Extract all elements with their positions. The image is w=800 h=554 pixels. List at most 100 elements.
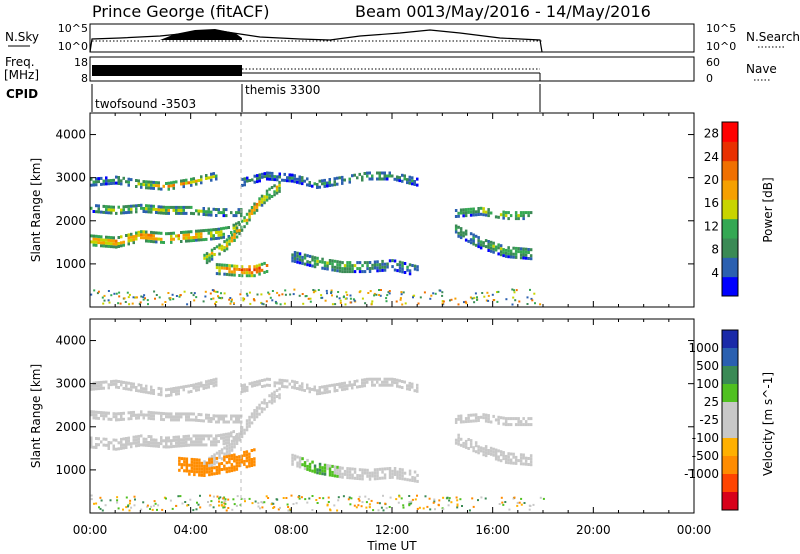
power-echo-cell xyxy=(303,253,307,257)
time-axis-title: Time UT xyxy=(366,539,417,553)
power-echo-cell xyxy=(368,261,372,264)
velocity-echo-cell xyxy=(313,464,317,468)
power-echo-cell xyxy=(522,253,525,257)
power-echo-cell xyxy=(203,256,206,260)
power-echo-cell xyxy=(218,246,221,250)
velocity-echo-cell xyxy=(147,441,150,444)
velocity-colorbar-tick: -25 xyxy=(699,413,719,427)
velocity-echo-cell xyxy=(467,416,470,420)
velocity-echo-cell xyxy=(232,414,235,418)
power-echo-cell xyxy=(197,235,200,239)
velocity-echo-cell xyxy=(225,447,229,451)
velocity-echo-cell xyxy=(248,421,251,425)
velocity-speckle-cell xyxy=(306,501,309,504)
velocity-colorbar-segment xyxy=(722,384,738,403)
velocity-echo-cell xyxy=(195,434,198,438)
velocity-echo-cell xyxy=(100,414,103,418)
velocity-speckle-cell xyxy=(197,503,200,506)
power-echo-marks xyxy=(90,113,542,307)
power-speckle-cell xyxy=(239,293,242,296)
velocity-echo-cell xyxy=(484,419,488,423)
power-speckle-cell xyxy=(483,295,486,298)
velocity-speckle-cell xyxy=(471,497,474,500)
power-echo-cell xyxy=(529,254,533,258)
velocity-echo-cell xyxy=(112,447,115,451)
velocity-echo-cell xyxy=(227,441,230,445)
velocity-echo-band xyxy=(203,387,281,470)
velocity-echo-cell xyxy=(92,416,95,420)
velocity-speckle-cell xyxy=(358,499,361,502)
power-echo-cell xyxy=(147,204,150,208)
velocity-echo-cell xyxy=(160,414,163,418)
power-echo-cell xyxy=(180,179,183,183)
velocity-echo-cell xyxy=(208,470,211,474)
power-echo-cell xyxy=(371,266,374,270)
velocity-speckle-cell xyxy=(360,505,363,508)
power-echo-cell xyxy=(238,274,241,277)
velocity-echo-cell xyxy=(514,423,518,427)
velocity-echo-cell xyxy=(255,415,259,419)
velocity-echo-cell xyxy=(336,389,339,392)
velocity-echo-cell xyxy=(210,466,214,470)
velocity-speckle-cell xyxy=(169,499,172,502)
velocity-speckle-cell xyxy=(508,508,511,511)
velocity-speckle-cell xyxy=(384,502,387,505)
velocity-echo-cell xyxy=(346,387,349,391)
power-echo-cell xyxy=(230,270,234,274)
velocity-echo-cell xyxy=(97,387,100,391)
velocity-echo-cell xyxy=(195,418,198,422)
velocity-speckle-cell xyxy=(382,494,384,497)
power-echo-cell xyxy=(142,207,145,210)
velocity-echo-cell xyxy=(207,416,210,420)
velocity-echo-cell xyxy=(193,461,196,465)
velocity-echo-cell xyxy=(237,417,240,421)
power-echo-cell xyxy=(507,252,510,256)
velocity-speckle-cell xyxy=(434,508,436,511)
velocity-echo-cell xyxy=(301,382,304,386)
power-echo-cell xyxy=(263,172,266,176)
power-speckle-cell xyxy=(107,299,110,302)
velocity-echo-cell xyxy=(228,457,231,461)
velocity-echo-cell xyxy=(157,444,160,448)
velocity-echo-cell xyxy=(403,471,407,475)
power-echo-cell xyxy=(477,239,480,243)
power-echo-cell xyxy=(464,214,468,218)
velocity-speckle-cell xyxy=(315,499,318,501)
velocity-speckle-cell xyxy=(424,495,427,498)
velocity-echo-cell xyxy=(125,443,128,446)
velocity-echo-cell xyxy=(519,456,523,460)
velocity-echo-cell xyxy=(353,383,356,386)
velocity-echo-cell xyxy=(210,455,214,459)
velocity-echo-cell xyxy=(255,409,259,413)
power-echo-cell xyxy=(413,264,417,268)
power-echo-cell xyxy=(228,270,231,274)
power-speckle-cell xyxy=(473,301,476,304)
velocity-echo-cell xyxy=(190,460,194,464)
power-echo-cell xyxy=(416,268,419,272)
velocity-echo-cell xyxy=(413,389,416,393)
power-echo-cell xyxy=(487,208,490,212)
velocity-echo-cell xyxy=(328,390,331,394)
velocity-echo-cell xyxy=(197,434,200,438)
power-echo-cell xyxy=(398,269,402,273)
velocity-echo-cell xyxy=(178,456,181,460)
velocity-echo-cell xyxy=(467,438,470,441)
velocity-echo-cell xyxy=(492,447,495,451)
velocity-echo-cell xyxy=(172,444,175,448)
velocity-echo-cell xyxy=(230,414,233,418)
power-echo-cell xyxy=(288,173,291,177)
power-echo-cell xyxy=(145,204,148,208)
velocity-echo-cell xyxy=(162,412,165,416)
power-echo-cell xyxy=(276,178,279,182)
velocity-echo-cell xyxy=(482,447,485,451)
power-echo-cell xyxy=(140,230,143,234)
power-echo-cell xyxy=(507,249,510,253)
power-echo-cell xyxy=(368,177,371,181)
velocity-echo-cell xyxy=(193,470,196,474)
velocity-echo-cell xyxy=(514,417,518,421)
velocity-echo-cell xyxy=(278,387,281,391)
velocity-echo-cell xyxy=(253,460,256,464)
power-echo-cell xyxy=(185,211,188,215)
velocity-echo-cell xyxy=(160,390,163,394)
